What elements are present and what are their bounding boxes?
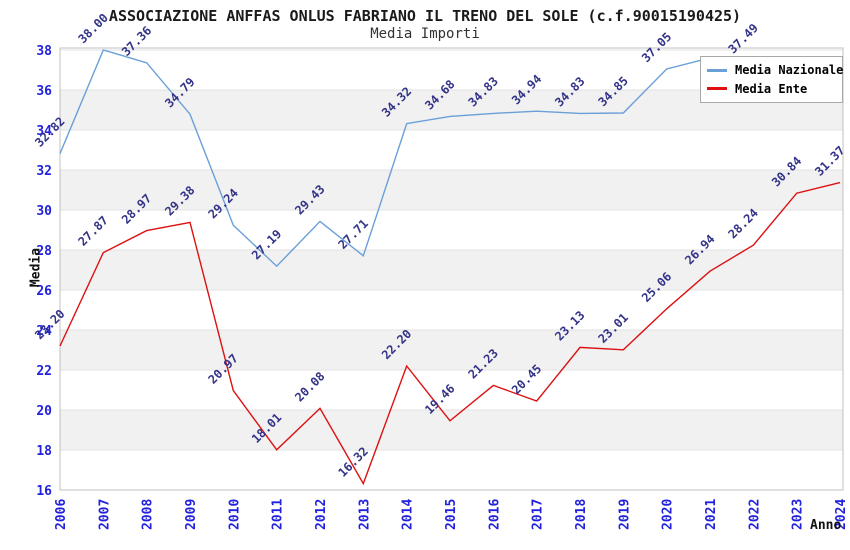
x-tick-label: 2021 <box>704 499 719 530</box>
x-tick-label: 2023 <box>791 499 806 530</box>
series-line-media-ente <box>59 181 841 486</box>
y-tick-label: 24 <box>36 324 52 339</box>
legend-item-media-nazionale: Media Nazionale <box>701 63 844 78</box>
y-axis-title: Media <box>28 247 44 288</box>
x-tick-label: 2013 <box>357 499 372 530</box>
chart-title: ASSOCIAZIONE ANFFAS ONLUS FABRIANO IL TR… <box>108 7 742 25</box>
x-tick-label: 2017 <box>531 499 546 530</box>
x-tick-label: 2015 <box>444 499 459 530</box>
plot-border <box>59 47 844 491</box>
plot-band <box>60 450 843 490</box>
legend-item-media-ente: Media Ente <box>701 82 842 96</box>
y-tick-label: 36 <box>36 84 52 99</box>
plot-band <box>60 410 843 450</box>
plot-band <box>60 210 843 250</box>
y-tick-label: 20 <box>36 404 52 419</box>
plot-band <box>60 250 843 290</box>
x-tick-label: 2008 <box>141 499 156 530</box>
plot-band <box>60 170 843 210</box>
plot-band <box>60 290 843 330</box>
x-tick-label: 2014 <box>401 499 416 530</box>
y-tick-label: 26 <box>36 284 52 299</box>
chart-subtitle: Media Importi <box>370 26 480 42</box>
x-tick-label: 2009 <box>184 499 199 530</box>
x-tick-label: 2006 <box>54 499 69 530</box>
x-tick-label: 2007 <box>97 499 112 530</box>
y-tick-label: 28 <box>36 244 52 259</box>
x-tick-label: 2020 <box>661 499 676 530</box>
y-tick-label: 38 <box>36 44 52 59</box>
y-tick-label: 34 <box>36 124 52 139</box>
x-tick-label: 2012 <box>314 499 329 530</box>
legend-label-ente: Media Ente <box>735 81 808 96</box>
x-tick-label: 2019 <box>617 499 632 530</box>
x-tick-label: 2010 <box>227 499 242 530</box>
plot-band <box>60 330 843 370</box>
legend-line-sample-ente-icon <box>707 87 727 91</box>
legend-label-nazionale: Media Nazionale <box>735 63 844 78</box>
y-tick-label: 32 <box>36 164 52 179</box>
x-tick-label: 2022 <box>747 499 762 530</box>
series-line-media-nazionale <box>59 49 754 268</box>
x-tick-label: 2018 <box>574 499 589 530</box>
y-tick-label: 22 <box>36 364 52 379</box>
y-tick-label: 16 <box>36 484 52 499</box>
x-axis-title: Anno <box>810 518 842 533</box>
legend: Media Nazionale Media Ente <box>700 56 843 103</box>
x-tick-label: 2016 <box>487 499 502 530</box>
y-tick-label: 18 <box>36 444 52 459</box>
x-tick-label: 2011 <box>271 499 286 530</box>
plot-band <box>60 130 843 170</box>
plot-band <box>60 370 843 410</box>
x-tick-label: 2024 <box>834 499 849 530</box>
legend-line-sample-nazionale-icon <box>707 68 727 72</box>
y-tick-label: 30 <box>36 204 52 219</box>
